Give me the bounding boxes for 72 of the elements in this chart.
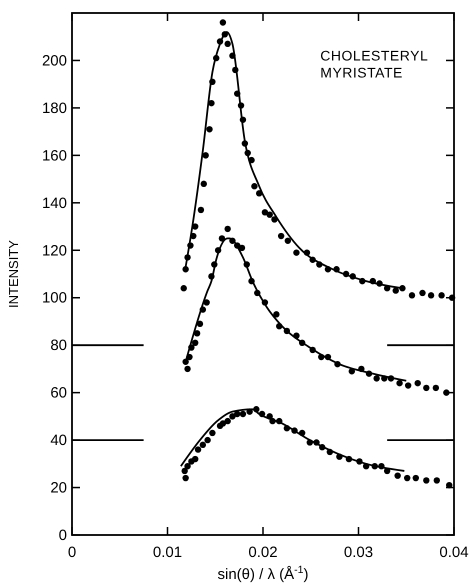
point (194, 446, 202, 453)
point (224, 40, 231, 48)
point (373, 375, 380, 382)
point (251, 183, 258, 190)
point (394, 472, 401, 479)
point (414, 380, 421, 386)
point (266, 211, 273, 218)
point (423, 384, 430, 392)
point (234, 410, 240, 418)
y-tick-label: 140 (42, 194, 67, 212)
point (273, 311, 280, 318)
point (408, 292, 416, 299)
point (434, 477, 440, 484)
y-axis-title: INTENSITY (6, 240, 21, 308)
point (196, 320, 204, 328)
point (238, 244, 246, 252)
y-tick-label: 180 (42, 100, 67, 117)
point (220, 420, 226, 427)
x-tick-label: 0.01 (152, 544, 182, 561)
point (412, 474, 419, 482)
point (182, 474, 189, 482)
point (392, 287, 399, 294)
point (198, 206, 204, 214)
point (220, 19, 226, 26)
point (438, 292, 445, 299)
y-tick-label: 160 (42, 147, 67, 164)
x-tick-label: 0.04 (439, 544, 469, 561)
y-tick-label: 40 (50, 432, 67, 450)
point (428, 292, 434, 299)
point (208, 100, 215, 106)
y-tick-label: 0 (58, 527, 67, 544)
y-tick-label: 200 (42, 52, 67, 70)
point (184, 366, 191, 372)
point (192, 340, 198, 346)
point (432, 384, 440, 392)
text: CHOLESTERYL MYRISTATE (320, 47, 428, 80)
point (181, 468, 188, 474)
point (200, 180, 207, 188)
point (202, 152, 209, 159)
point (206, 126, 213, 132)
point (192, 456, 198, 462)
x-tick-label: 0.03 (344, 544, 374, 561)
point (446, 482, 452, 488)
point (209, 430, 216, 436)
point (396, 380, 403, 386)
point (224, 418, 231, 424)
point (180, 285, 187, 292)
point (284, 238, 292, 244)
point (404, 474, 410, 482)
y-tick-label: 20 (50, 480, 67, 497)
y-tick-label: 80 (50, 337, 67, 354)
x-axis-title: sin(θ) / λ (Å$^{-1}$) (217, 564, 309, 583)
point (184, 462, 191, 470)
point (240, 410, 246, 418)
point (293, 249, 300, 256)
y-tick-label: 60 (50, 384, 67, 402)
y-tick-label: 120 (42, 242, 67, 260)
point (262, 209, 268, 216)
point (224, 226, 231, 232)
point (404, 382, 412, 389)
x-tick-label: 0.02 (248, 544, 278, 561)
y-tick-label: 100 (42, 290, 67, 307)
point (423, 477, 430, 484)
point (182, 266, 189, 272)
point (204, 436, 211, 444)
point (448, 294, 456, 301)
point (443, 389, 450, 396)
point (278, 232, 284, 240)
point (229, 413, 236, 420)
point (194, 330, 200, 337)
point (200, 442, 206, 448)
point (419, 290, 426, 296)
